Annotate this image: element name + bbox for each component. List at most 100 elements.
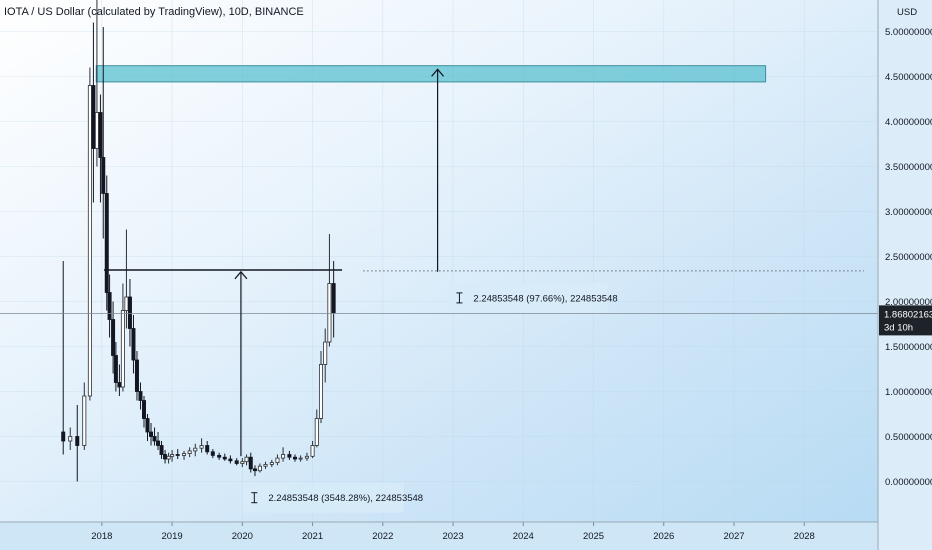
candle-body[interactable] <box>117 382 122 388</box>
candle-body[interactable] <box>287 454 292 458</box>
candle-body[interactable] <box>94 112 99 149</box>
candle-body[interactable] <box>101 157 106 194</box>
candle-body[interactable] <box>314 418 319 446</box>
candle-body[interactable] <box>257 465 262 472</box>
chart-title: IOTA / US Dollar (calculated by TradingV… <box>4 6 304 18</box>
y-tick-label: 1.50000000 <box>885 342 932 353</box>
candle-body[interactable] <box>210 451 215 456</box>
candle-body[interactable] <box>68 436 73 442</box>
candle-body[interactable] <box>104 193 109 293</box>
candle-body[interactable] <box>327 283 332 343</box>
candle-body[interactable] <box>75 436 80 446</box>
price-scale[interactable] <box>878 0 932 550</box>
candle-body[interactable] <box>166 455 171 460</box>
measurement-box[interactable] <box>242 482 404 513</box>
candle-body[interactable] <box>331 283 336 314</box>
candle-body[interactable] <box>175 454 180 456</box>
measurement-box[interactable] <box>447 282 608 313</box>
candle-body[interactable] <box>310 445 315 457</box>
current-price-label: 1.86802163 <box>884 309 932 320</box>
x-tick-label: 2019 <box>162 531 183 542</box>
candle-body[interactable] <box>163 454 168 460</box>
y-tick-label: 0.50000000 <box>885 432 932 443</box>
time-scale[interactable] <box>0 522 878 550</box>
candle-body[interactable] <box>298 457 303 460</box>
y-tick-label: 1.00000000 <box>885 387 932 398</box>
candle-body[interactable] <box>228 458 233 462</box>
currency-label: USD <box>897 7 917 18</box>
candle-body[interactable] <box>281 454 286 459</box>
candle-body[interactable] <box>120 310 125 388</box>
candle-body[interactable] <box>318 364 323 419</box>
x-tick-label: 2024 <box>513 531 534 542</box>
candle-body[interactable] <box>187 450 192 454</box>
candle-body[interactable] <box>152 436 157 442</box>
x-tick-label: 2018 <box>91 531 112 542</box>
candle-body[interactable] <box>193 447 198 452</box>
y-tick-label: 2.00000000 <box>885 297 932 308</box>
candle-body[interactable] <box>252 468 257 472</box>
grid <box>0 0 878 522</box>
candle-body[interactable] <box>182 453 187 456</box>
candle-body[interactable] <box>323 341 328 365</box>
target-zone <box>95 65 767 83</box>
plot-area[interactable] <box>0 0 878 522</box>
candle-body[interactable] <box>107 292 112 320</box>
candle-body[interactable] <box>248 456 253 470</box>
x-tick-label: 2020 <box>232 531 253 542</box>
candle-body[interactable] <box>156 440 161 446</box>
candle-body[interactable] <box>61 431 66 442</box>
x-tick-label: 2023 <box>442 531 463 542</box>
candle-body[interactable] <box>159 445 164 455</box>
current-price-tag: 1.86802163 3d 10h <box>879 305 932 336</box>
candle-body[interactable] <box>141 400 146 419</box>
candle-body[interactable] <box>293 456 298 460</box>
candle-body[interactable] <box>217 454 222 458</box>
x-tick-label: 2025 <box>583 531 604 542</box>
price-tag-box[interactable] <box>879 305 932 336</box>
y-tick-label: 5.00000000 <box>885 27 932 38</box>
candle-body[interactable] <box>82 395 87 446</box>
x-tick-label: 2028 <box>794 531 815 542</box>
candle-body[interactable] <box>131 328 136 361</box>
candle-body[interactable] <box>240 461 245 464</box>
x-tick-label: 2027 <box>723 531 744 542</box>
y-tick-label: 3.00000000 <box>885 207 932 218</box>
candle-body[interactable] <box>269 462 274 465</box>
y-tick-label: 2.50000000 <box>885 252 932 263</box>
candle-body[interactable] <box>244 456 249 463</box>
candle-body[interactable] <box>87 85 92 397</box>
candle-body[interactable] <box>127 296 132 329</box>
x-tick-label: 2026 <box>653 531 674 542</box>
x-tick-label: 2022 <box>372 531 393 542</box>
countdown-label: 3d 10h <box>884 322 913 333</box>
y-tick-label: 3.50000000 <box>885 162 932 173</box>
arrow-head <box>431 68 445 77</box>
candle-body[interactable] <box>170 454 175 457</box>
candle-body[interactable] <box>98 112 103 158</box>
candle-body[interactable] <box>149 431 154 437</box>
candles-group <box>61 0 336 482</box>
candle-body[interactable] <box>145 418 150 433</box>
candle-body[interactable] <box>199 445 204 449</box>
y-tick-label: 0.00000000 <box>885 477 932 488</box>
candle-body[interactable] <box>205 445 210 453</box>
candle-body[interactable] <box>304 455 309 459</box>
candle-body[interactable] <box>263 463 268 467</box>
candle-body[interactable] <box>113 355 118 383</box>
candle-body[interactable] <box>111 319 116 356</box>
y-axis: USD 0.00000000 0.50000000 1.00000000 1.50000… <box>877 0 932 550</box>
candle-body[interactable] <box>134 359 139 392</box>
x-axis: 2018 2019 2020 2021 2022 2023 2024 2025 2026 2027… <box>0 521 878 542</box>
candle-body[interactable] <box>124 296 129 311</box>
y-tick-label: 4.00000000 <box>885 117 932 128</box>
candle-body[interactable] <box>222 456 227 460</box>
measurement-label: 2.24853548 (97.66%), 224853548 <box>473 293 617 304</box>
candle-body[interactable] <box>234 460 239 464</box>
candle-body[interactable] <box>91 85 96 149</box>
y-tick-label: 4.50000000 <box>885 72 932 83</box>
candle-body[interactable] <box>138 391 143 401</box>
candle-body[interactable] <box>275 457 280 464</box>
target-zone-rect[interactable] <box>95 65 767 83</box>
